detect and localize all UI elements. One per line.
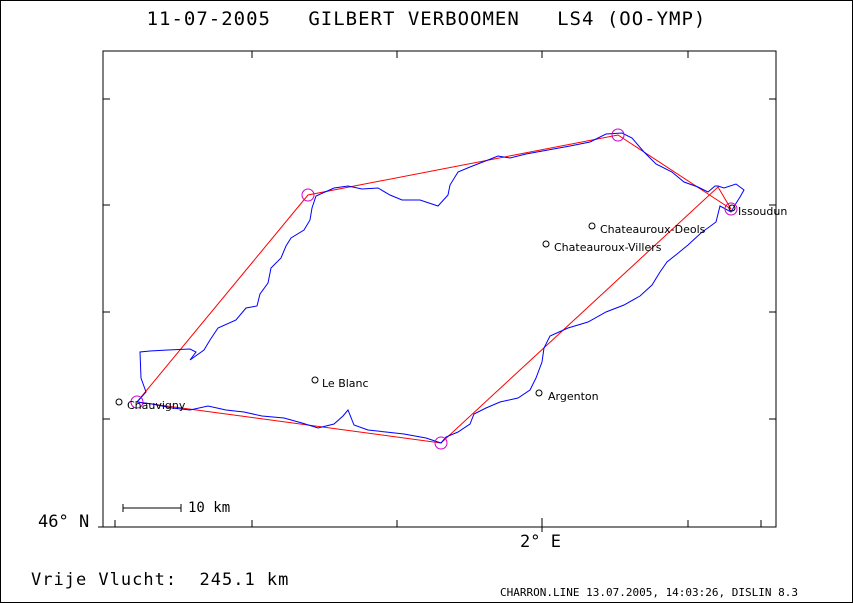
- longitude-label: 2° E: [520, 532, 561, 552]
- town-label-le-blanc: Le Blanc: [322, 377, 369, 390]
- town-marker-argenton: [535, 389, 543, 397]
- town-marker-le-blanc: [311, 376, 319, 384]
- town-marker-issoudun: [728, 204, 736, 212]
- town-marker-chauvigny: [115, 398, 123, 406]
- bottom-ticks: [114, 518, 762, 532]
- turnpoint-2: [611, 128, 625, 142]
- plot-border: [102, 50, 777, 528]
- latitude-label: 46° N: [38, 512, 90, 532]
- town-label-issoudun: Issoudun: [738, 205, 788, 218]
- town-label-chateauroux-villers: Chateauroux-Villers: [554, 241, 662, 254]
- turnpoint-4: [434, 436, 448, 450]
- task-route: [136, 134, 732, 444]
- distance-summary: Vrije Vlucht: 245.1 km: [31, 570, 290, 590]
- town-label-argenton: Argenton: [548, 390, 599, 403]
- town-marker-chateauroux-villers: [542, 240, 550, 248]
- town-markers: [115, 204, 736, 406]
- scale-bar: [122, 504, 182, 512]
- flight-title: 11-07-2005 GILBERT VERBOOMEN LS4 (OO-YMP…: [146, 8, 707, 30]
- turnpoint-start: [130, 395, 144, 409]
- town-label-chauvigny: Chauvigny: [127, 399, 186, 412]
- turnpoint-1: [301, 188, 315, 202]
- scale-bar-label: 10 km: [188, 500, 231, 516]
- footer-info: CHARRON.LINE 13.07.2005, 14:03:26, DISLI…: [500, 586, 799, 599]
- town-label-chateauroux-deols: Chateauroux-Deols: [600, 223, 706, 236]
- right-ticks: [769, 98, 776, 420]
- left-ticks: [98, 98, 110, 528]
- turnpoint-3: [724, 202, 738, 216]
- town-marker-chateauroux-deols: [588, 222, 596, 230]
- gps-track: [136, 132, 745, 444]
- top-ticks: [251, 51, 689, 58]
